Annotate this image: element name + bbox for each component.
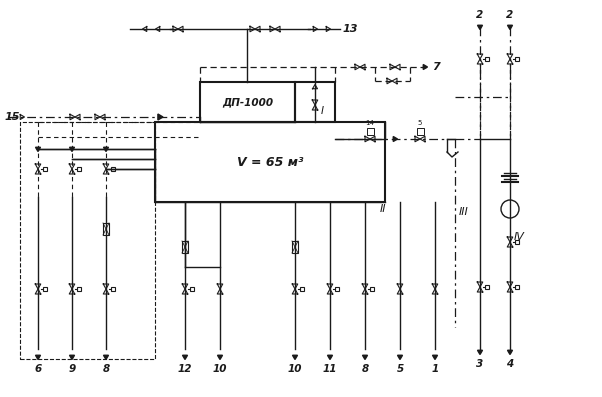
Bar bbox=[111, 287, 114, 291]
Text: 2: 2 bbox=[476, 10, 483, 20]
Polygon shape bbox=[36, 355, 40, 360]
Polygon shape bbox=[217, 355, 223, 360]
Bar bbox=[515, 240, 518, 244]
Polygon shape bbox=[158, 114, 163, 120]
Polygon shape bbox=[104, 147, 108, 152]
Polygon shape bbox=[423, 64, 427, 69]
Bar bbox=[20, 122, 155, 359]
Bar bbox=[417, 127, 423, 135]
Bar bbox=[370, 287, 373, 291]
Text: IV: IV bbox=[514, 232, 525, 242]
Text: 8: 8 bbox=[361, 364, 368, 374]
Polygon shape bbox=[327, 355, 332, 360]
Polygon shape bbox=[507, 350, 512, 355]
Text: 5: 5 bbox=[396, 364, 403, 374]
Text: 11: 11 bbox=[323, 364, 337, 374]
Text: 2: 2 bbox=[506, 10, 514, 20]
Text: 4: 4 bbox=[506, 359, 514, 369]
Text: III: III bbox=[459, 207, 469, 217]
Polygon shape bbox=[69, 147, 75, 152]
Text: V = 65 м³: V = 65 м³ bbox=[237, 156, 303, 168]
Text: I: I bbox=[321, 106, 324, 116]
Bar bbox=[77, 167, 81, 171]
Text: 13: 13 bbox=[343, 24, 359, 34]
Bar bbox=[155, 122, 385, 202]
Bar bbox=[335, 287, 338, 291]
Polygon shape bbox=[393, 137, 397, 141]
Polygon shape bbox=[36, 147, 40, 152]
Text: ДП-1000: ДП-1000 bbox=[222, 97, 273, 107]
Text: 3: 3 bbox=[476, 359, 483, 369]
Text: II: II bbox=[380, 204, 386, 214]
Polygon shape bbox=[69, 355, 75, 360]
Text: 15: 15 bbox=[5, 112, 20, 122]
Polygon shape bbox=[182, 355, 187, 360]
Text: 12: 12 bbox=[178, 364, 192, 374]
Text: 10: 10 bbox=[288, 364, 302, 374]
Polygon shape bbox=[477, 25, 482, 29]
Bar bbox=[300, 287, 303, 291]
Text: 10: 10 bbox=[213, 364, 227, 374]
Bar bbox=[43, 287, 46, 291]
Bar bbox=[77, 287, 81, 291]
Bar bbox=[515, 285, 518, 289]
Polygon shape bbox=[104, 355, 108, 360]
Text: 14: 14 bbox=[365, 120, 374, 126]
Polygon shape bbox=[477, 350, 482, 355]
Polygon shape bbox=[432, 355, 438, 360]
Bar bbox=[515, 57, 518, 61]
Bar bbox=[485, 57, 488, 61]
Text: 7: 7 bbox=[432, 62, 439, 72]
Bar bbox=[367, 127, 373, 135]
Bar bbox=[182, 241, 188, 253]
Bar bbox=[103, 223, 109, 235]
Polygon shape bbox=[507, 25, 512, 29]
Bar bbox=[485, 285, 488, 289]
Text: 8: 8 bbox=[102, 364, 110, 374]
Polygon shape bbox=[293, 355, 297, 360]
Bar bbox=[295, 82, 335, 122]
Text: 5: 5 bbox=[418, 120, 422, 126]
Bar bbox=[292, 241, 298, 253]
Text: 6: 6 bbox=[34, 364, 42, 374]
Polygon shape bbox=[397, 355, 403, 360]
Polygon shape bbox=[362, 355, 367, 360]
Bar bbox=[190, 287, 193, 291]
Bar bbox=[200, 82, 295, 122]
Bar bbox=[43, 167, 46, 171]
Bar bbox=[111, 167, 114, 171]
Text: 9: 9 bbox=[69, 364, 76, 374]
Text: 1: 1 bbox=[432, 364, 439, 374]
